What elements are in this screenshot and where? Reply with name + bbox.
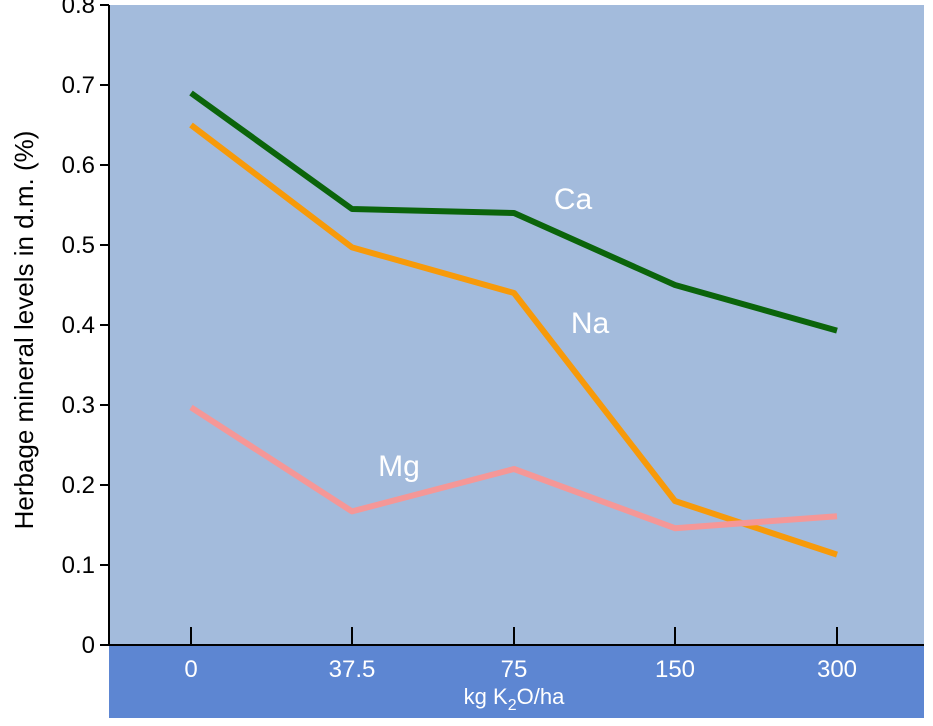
series-lines xyxy=(189,90,838,558)
y-tick-label-1: 0.1 xyxy=(62,552,95,579)
x-axis-title-pre: kg K xyxy=(464,684,508,709)
y-tick-label-3: 0.3 xyxy=(62,392,95,419)
y-tick-label-8: 0.8 xyxy=(62,0,95,19)
y-tick-label-6: 0.6 xyxy=(62,152,95,179)
y-tick-label-7: 0.7 xyxy=(62,72,95,99)
y-tick-label-5: 0.5 xyxy=(62,232,95,259)
x-axis-band xyxy=(109,645,924,718)
plot-background xyxy=(109,5,924,645)
y-axis: 0 0.1 0.2 0.3 0.4 0.5 0.6 0.7 0.8 xyxy=(62,0,110,659)
x-tick-label-4: 300 xyxy=(817,656,857,683)
series-label-ca: Ca xyxy=(554,183,593,216)
x-axis: 0 37.5 75 150 300 xyxy=(109,627,924,683)
x-axis-title-sub: 2 xyxy=(508,697,517,714)
y-tick-label-0: 0 xyxy=(82,632,95,659)
x-tick-label-2: 75 xyxy=(501,656,528,683)
series-labels: Ca Na Mg xyxy=(378,183,609,483)
series-label-mg: Mg xyxy=(378,450,420,483)
y-tick-label-4: 0.4 xyxy=(62,312,95,339)
x-axis-title: kg K2O/ha xyxy=(464,684,565,714)
x-axis-title-post: O/ha xyxy=(517,684,565,709)
y-axis-title: Herbage mineral levels in d.m. (%) xyxy=(9,131,39,530)
x-tick-label-0: 0 xyxy=(184,656,197,683)
x-tick-label-3: 150 xyxy=(655,656,695,683)
series-label-na: Na xyxy=(571,307,610,340)
y-tick-label-2: 0.2 xyxy=(62,472,95,499)
x-tick-label-1: 37.5 xyxy=(329,656,376,683)
